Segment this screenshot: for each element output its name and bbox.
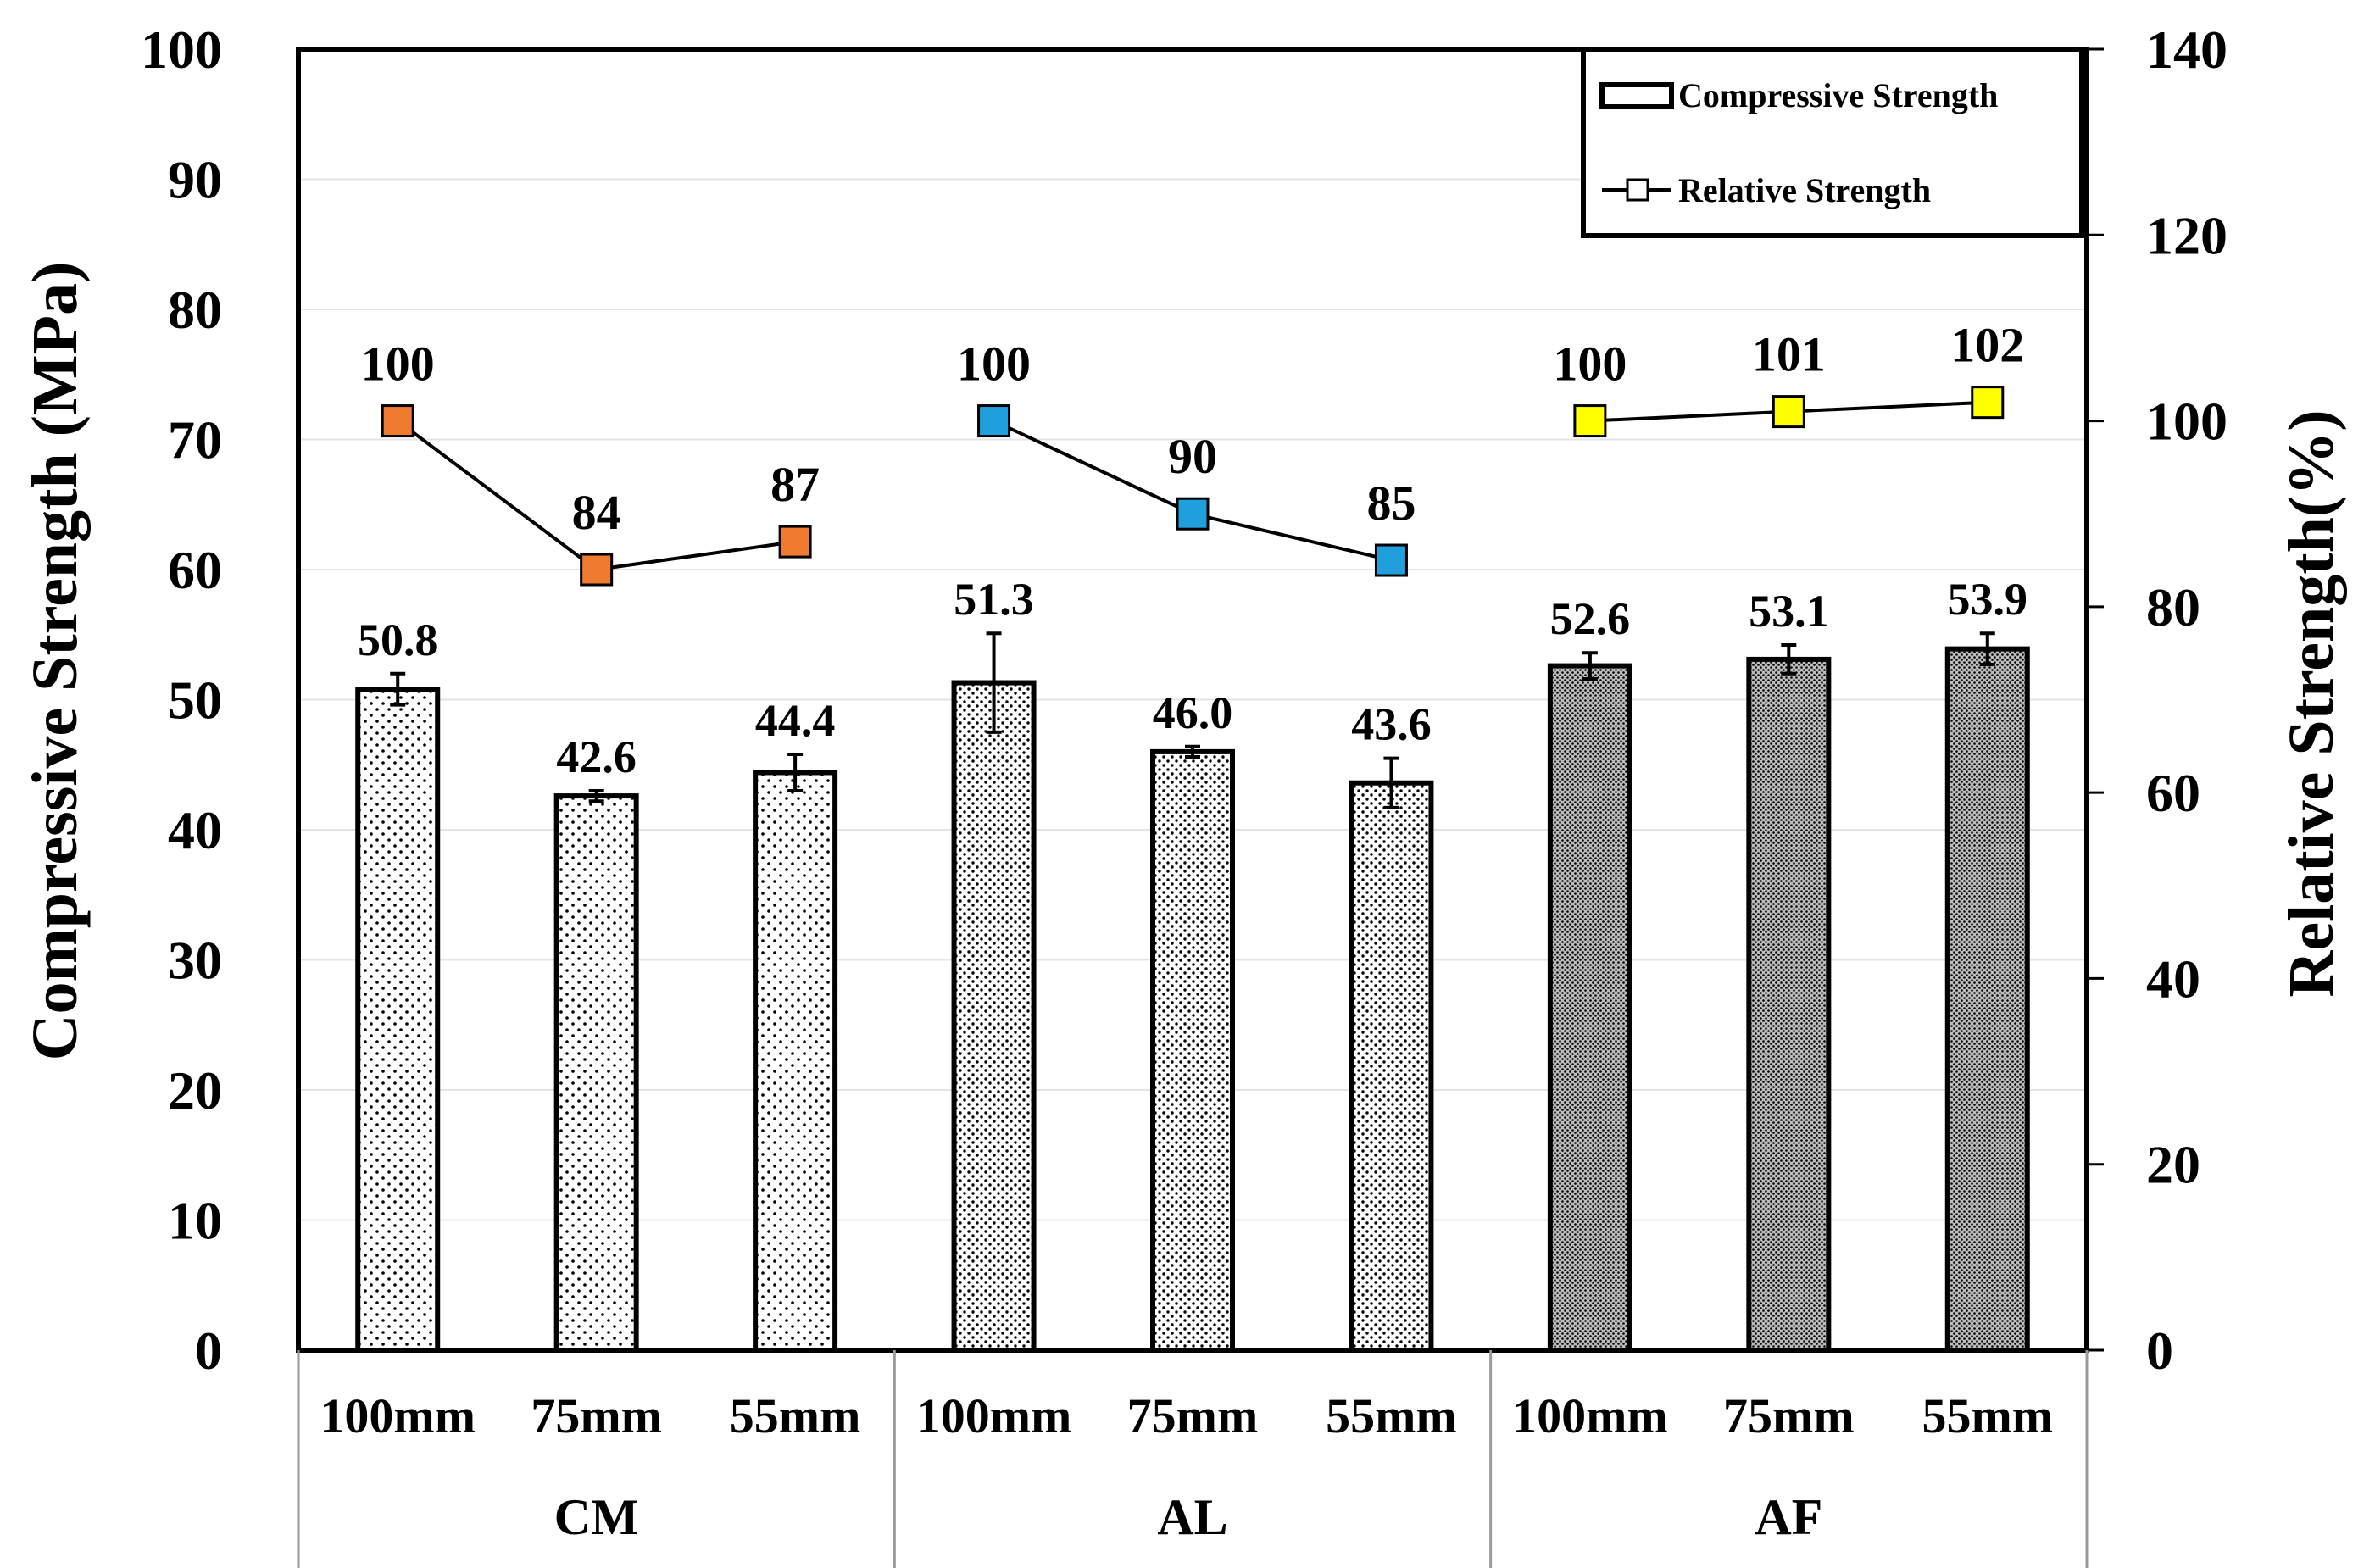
bar bbox=[951, 680, 1037, 1353]
y-tick-label: 20 bbox=[168, 1060, 222, 1120]
relative-strength-label: 85 bbox=[1366, 475, 1416, 531]
y-tick-label: 80 bbox=[168, 280, 222, 340]
legend: Compressive Strength Relative Strength bbox=[1581, 47, 2084, 238]
y2-tick-label: 60 bbox=[2146, 763, 2200, 823]
relative-strength-marker bbox=[381, 404, 414, 438]
data-labels: 50.8 42.6 44.4 51.3 46.0 43.6 52.6 53.1 53.9 100 8… bbox=[358, 318, 2027, 782]
category-label: 100mm bbox=[320, 1388, 476, 1443]
group-label: AF bbox=[1755, 1489, 1822, 1545]
bar-value-label: 52.6 bbox=[1550, 593, 1631, 644]
legend-swatch-relative-marker bbox=[1626, 178, 1649, 202]
bar bbox=[1547, 663, 1632, 1353]
y2-axis-title: Relative Strength(%) bbox=[2276, 409, 2347, 997]
relative-strength-marker bbox=[778, 525, 812, 559]
legend-box bbox=[1581, 47, 2084, 238]
group-label: CM bbox=[554, 1489, 639, 1545]
bar bbox=[1349, 780, 1434, 1353]
category-label: 75mm bbox=[1127, 1388, 1259, 1443]
category-label: 55mm bbox=[730, 1388, 861, 1443]
bar bbox=[1944, 646, 2030, 1353]
relative-strength-label: 90 bbox=[1168, 429, 1217, 484]
relative-strength-label: 100 bbox=[361, 336, 435, 392]
group-label: AL bbox=[1157, 1489, 1227, 1545]
relative-strength-marker bbox=[1374, 543, 1408, 577]
y-tick-label: 60 bbox=[168, 540, 222, 600]
y2-tick-label: 20 bbox=[2146, 1135, 2200, 1195]
bar-value-label: 51.3 bbox=[954, 574, 1034, 625]
relative-strength-label: 100 bbox=[1553, 336, 1627, 392]
relative-strength-line bbox=[381, 386, 2005, 587]
y-axis-title: Compressive Strength (MPa) bbox=[19, 262, 91, 1061]
category-label: 75mm bbox=[1723, 1388, 1855, 1443]
y2-tick-label: 40 bbox=[2146, 948, 2200, 1009]
relative-strength-marker bbox=[580, 553, 614, 587]
category-label: 55mm bbox=[1326, 1388, 1457, 1443]
bar bbox=[1746, 656, 1832, 1353]
bar-value-label: 50.8 bbox=[358, 614, 438, 665]
axes: 0 10 20 30 40 50 60 70 80 90 100 0 20 40 60 80 100 120 140… bbox=[141, 19, 2228, 1568]
error-bars bbox=[390, 631, 1995, 809]
relative-strength-marker bbox=[1971, 386, 2005, 420]
y-tick-label: 70 bbox=[168, 410, 222, 470]
bar-value-label: 43.6 bbox=[1351, 699, 1432, 750]
bar bbox=[355, 687, 441, 1353]
category-label: 100mm bbox=[916, 1388, 1072, 1443]
relative-strength-marker bbox=[977, 404, 1011, 438]
legend-swatch-compressive bbox=[1599, 82, 1674, 109]
y2-tick-label: 0 bbox=[2146, 1321, 2173, 1381]
bar-value-label: 46.0 bbox=[1153, 687, 1233, 738]
bar-value-label: 53.1 bbox=[1749, 586, 1829, 637]
y-tick-label: 90 bbox=[168, 150, 222, 210]
bar bbox=[753, 770, 838, 1353]
y-tick-label: 10 bbox=[168, 1191, 222, 1251]
relative-strength-marker bbox=[1573, 404, 1607, 438]
category-label: 55mm bbox=[1922, 1388, 2053, 1443]
plot-frame bbox=[296, 47, 2089, 1353]
relative-strength-label: 102 bbox=[1950, 318, 2024, 373]
y2-tick-label: 80 bbox=[2146, 577, 2200, 637]
category-label: 75mm bbox=[531, 1388, 662, 1443]
relative-strength-label: 87 bbox=[770, 457, 820, 512]
bar-value-label: 42.6 bbox=[556, 731, 637, 782]
relative-strength-marker bbox=[1772, 395, 1805, 429]
category-label: 100mm bbox=[1512, 1388, 1668, 1443]
y-tick-label: 0 bbox=[195, 1321, 222, 1381]
bar-value-label: 44.4 bbox=[755, 695, 836, 746]
y-tick-label: 50 bbox=[168, 670, 222, 731]
y2-tick-label: 100 bbox=[2146, 392, 2228, 452]
bar-value-label: 53.9 bbox=[1948, 574, 2028, 625]
legend-label-relative: Relative Strength bbox=[1678, 171, 1931, 209]
relative-strength-label: 101 bbox=[1752, 327, 1826, 382]
bars bbox=[355, 646, 2030, 1353]
relative-strength-label: 84 bbox=[572, 485, 621, 540]
y-tick-label: 100 bbox=[141, 19, 222, 80]
bar bbox=[553, 793, 639, 1353]
y-tick-label: 30 bbox=[168, 931, 222, 991]
y2-tick-label: 140 bbox=[2146, 19, 2228, 80]
y-tick-label: 40 bbox=[168, 800, 222, 860]
bar bbox=[1150, 748, 1235, 1353]
relative-strength-marker bbox=[1176, 497, 1210, 531]
y2-tick-label: 120 bbox=[2146, 205, 2228, 265]
legend-label-compressive: Compressive Strength bbox=[1678, 76, 1998, 114]
relative-strength-label: 100 bbox=[957, 336, 1031, 392]
